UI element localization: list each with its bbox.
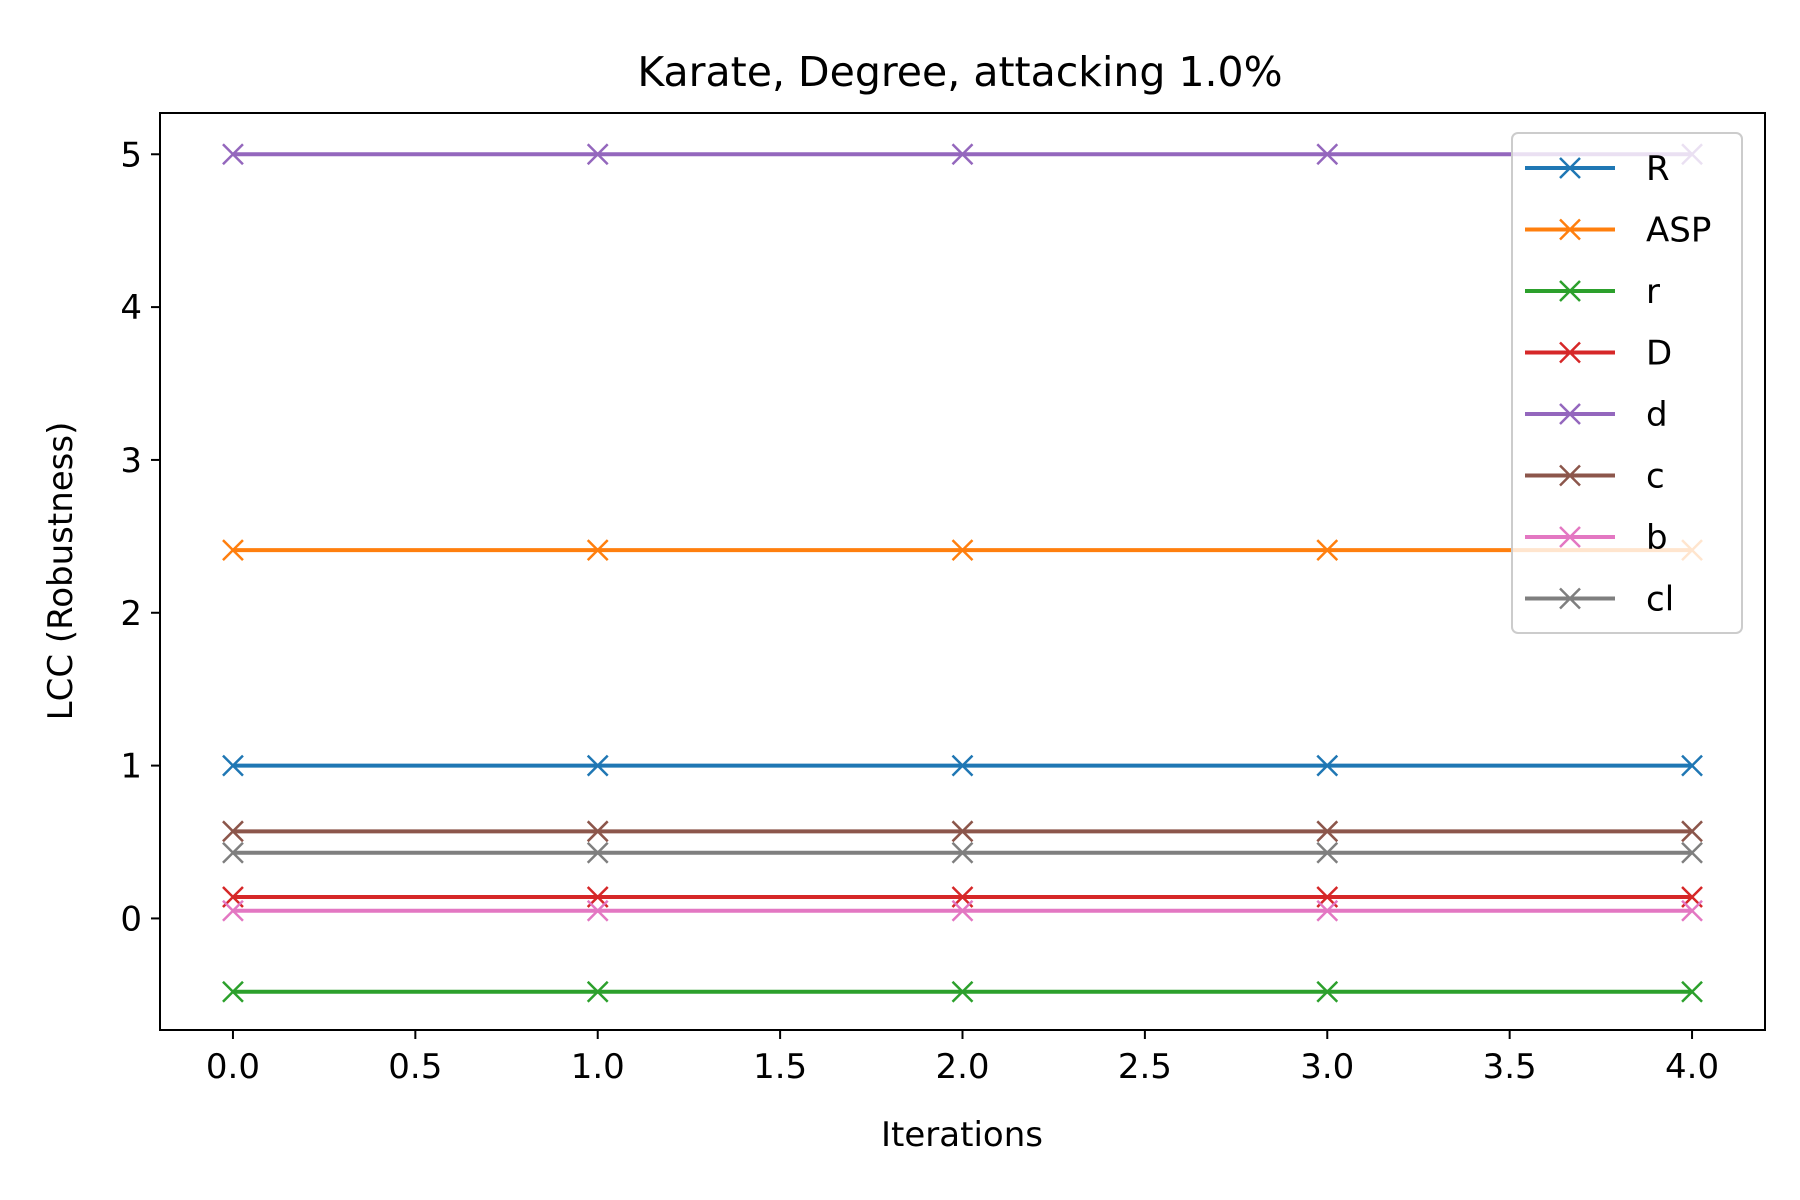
legend-item: c bbox=[1525, 457, 1665, 497]
x-tick-label: 3.0 bbox=[1300, 1047, 1354, 1087]
series-c bbox=[222, 820, 1703, 843]
y-axis-label: LCC (Robustness) bbox=[41, 422, 81, 721]
y-tick-label: 5 bbox=[120, 135, 142, 175]
data-point-marker bbox=[586, 899, 609, 922]
x-tick-label: 0.0 bbox=[206, 1047, 260, 1087]
data-point-marker bbox=[951, 899, 974, 922]
x-tick-label: 3.5 bbox=[1483, 1047, 1537, 1087]
axis-ticks: 0.0 0.5 1.0 1.5 2.0 2.5 3.0 3.5 4.0 0 1 2 3 4 5 bbox=[120, 135, 1719, 1087]
y-tick-label: 4 bbox=[120, 288, 142, 328]
series-cl bbox=[222, 841, 1703, 864]
data-point-marker bbox=[1681, 841, 1703, 864]
x-tick-label: 2.5 bbox=[1118, 1047, 1172, 1087]
legend-item: b bbox=[1525, 518, 1668, 558]
data-point-marker bbox=[586, 841, 609, 864]
series-r bbox=[222, 980, 1703, 1003]
legend-label: b bbox=[1646, 518, 1668, 558]
data-point-marker bbox=[1316, 539, 1339, 561]
data-point-marker bbox=[1681, 754, 1703, 777]
data-point-marker bbox=[222, 899, 244, 922]
legend-item: r bbox=[1525, 272, 1660, 312]
data-point-marker bbox=[951, 754, 974, 777]
series-d bbox=[222, 143, 1703, 166]
data-point-marker bbox=[222, 820, 244, 843]
series-D bbox=[222, 886, 1703, 908]
x-tick-label: 4.0 bbox=[1665, 1047, 1719, 1087]
y-tick-label: 3 bbox=[120, 441, 142, 481]
data-point-marker bbox=[951, 841, 974, 864]
data-point-marker bbox=[951, 980, 974, 1003]
legend-marker bbox=[1559, 403, 1581, 425]
legend-item: cl bbox=[1525, 580, 1674, 620]
data-point-marker bbox=[1316, 980, 1339, 1003]
legend-label: R bbox=[1646, 149, 1670, 189]
legend-label: c bbox=[1646, 457, 1665, 497]
data-point-marker bbox=[222, 754, 244, 777]
legend-label: ASP bbox=[1646, 211, 1711, 251]
legend-label: cl bbox=[1646, 580, 1674, 620]
data-point-marker bbox=[222, 143, 244, 166]
legend-item: R bbox=[1525, 149, 1670, 189]
legend-item: d bbox=[1525, 395, 1668, 435]
legend-marker bbox=[1559, 526, 1581, 548]
data-point-marker bbox=[1316, 841, 1339, 864]
data-point-marker bbox=[1316, 820, 1339, 843]
y-tick-label: 1 bbox=[120, 747, 142, 787]
legend-marker bbox=[1559, 464, 1581, 487]
data-point-marker bbox=[951, 143, 974, 166]
legend-marker bbox=[1559, 218, 1581, 241]
data-point-marker bbox=[586, 143, 609, 166]
x-tick-label: 0.5 bbox=[388, 1047, 442, 1087]
legend-label: r bbox=[1646, 272, 1660, 312]
x-tick-label: 1.0 bbox=[571, 1047, 625, 1087]
legend-marker bbox=[1559, 157, 1581, 179]
x-axis-label: Iterations bbox=[881, 1115, 1043, 1155]
legend-marker bbox=[1559, 280, 1581, 302]
data-point-marker bbox=[586, 754, 609, 777]
data-point-marker bbox=[586, 820, 609, 843]
y-tick-label: 0 bbox=[120, 899, 142, 939]
chart-title: Karate, Degree, attacking 1.0% bbox=[637, 48, 1282, 96]
y-tick-label: 2 bbox=[120, 594, 142, 634]
x-tick-label: 1.5 bbox=[753, 1047, 807, 1087]
data-point-marker bbox=[1681, 980, 1703, 1003]
data-point-marker bbox=[1681, 899, 1703, 922]
series-b bbox=[222, 899, 1703, 922]
series-R bbox=[222, 754, 1703, 777]
data-point-marker bbox=[1316, 143, 1339, 166]
series-ASP bbox=[222, 539, 1703, 561]
legend-box bbox=[1511, 132, 1743, 634]
legend-label: D bbox=[1646, 334, 1672, 374]
legend-item: ASP bbox=[1525, 211, 1711, 251]
plot-frame bbox=[159, 112, 1766, 1031]
x-tick-label: 2.0 bbox=[935, 1047, 989, 1087]
legend-label: d bbox=[1646, 395, 1668, 435]
legend-item: D bbox=[1525, 334, 1672, 374]
data-point-marker bbox=[586, 539, 609, 561]
data-point-marker bbox=[222, 539, 244, 561]
series-layer bbox=[222, 143, 1703, 1003]
data-point-marker bbox=[1316, 754, 1339, 777]
data-point-marker bbox=[222, 841, 244, 864]
data-point-marker bbox=[1316, 899, 1339, 922]
legend-marker bbox=[1559, 587, 1581, 610]
data-point-marker bbox=[222, 980, 244, 1003]
data-point-marker bbox=[951, 539, 974, 561]
legend-marker bbox=[1559, 341, 1581, 364]
data-point-marker bbox=[951, 820, 974, 843]
data-point-marker bbox=[586, 980, 609, 1003]
data-point-marker bbox=[1681, 820, 1703, 843]
